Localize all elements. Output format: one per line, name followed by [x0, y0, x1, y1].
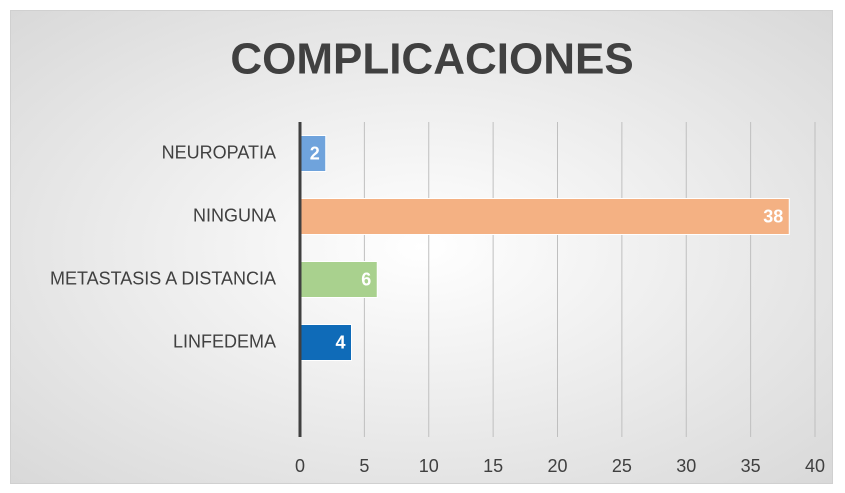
- y-tick-label: LINFEDEMA: [173, 331, 276, 351]
- x-tick-label: 15: [483, 456, 503, 476]
- x-tick-label: 5: [359, 456, 369, 476]
- bar: [299, 261, 378, 298]
- y-tick-label: NINGUNA: [193, 205, 276, 225]
- x-tick-label: 40: [805, 456, 825, 476]
- bar: [299, 324, 352, 361]
- data-label: 38: [763, 206, 783, 226]
- x-tick-label: 10: [419, 456, 439, 476]
- data-label: 6: [361, 269, 371, 289]
- bar: [299, 198, 790, 235]
- x-tick-label: 25: [612, 456, 632, 476]
- data-label: 2: [310, 143, 320, 163]
- chart-title: COMPLICACIONES: [230, 35, 633, 84]
- data-label: 4: [335, 332, 345, 352]
- x-tick-label: 35: [741, 456, 761, 476]
- x-tick-label: 20: [547, 456, 567, 476]
- x-tick-label: 0: [295, 456, 305, 476]
- x-tick-label: 30: [676, 456, 696, 476]
- y-tick-label: METASTASIS A DISTANCIA: [50, 268, 276, 288]
- chart-area: [10, 10, 833, 484]
- y-tick-label: NEUROPATIA: [162, 142, 276, 162]
